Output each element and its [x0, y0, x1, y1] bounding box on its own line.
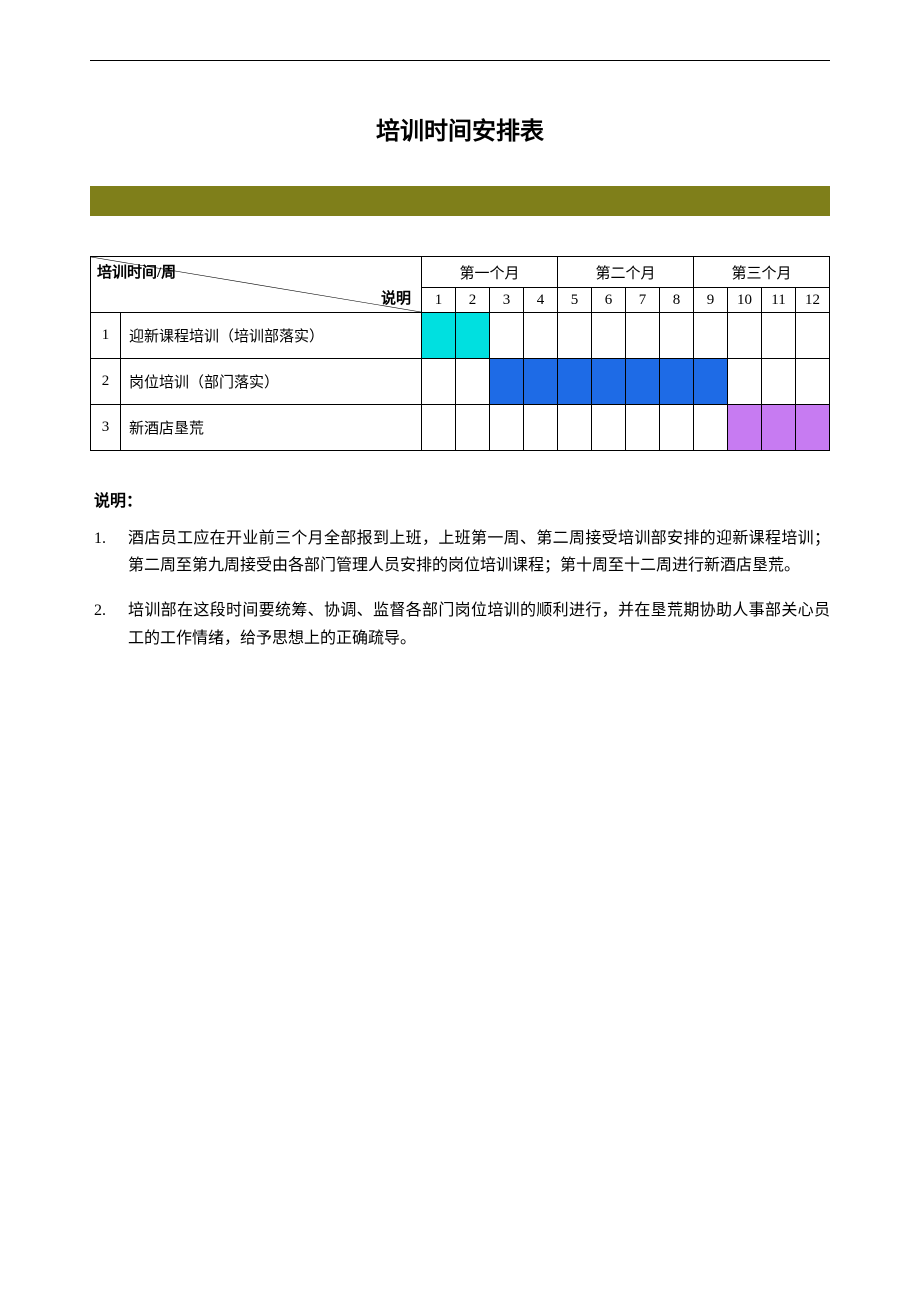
- gantt-cell: [422, 359, 456, 405]
- gantt-cell: [422, 313, 456, 359]
- gantt-cell: [592, 405, 626, 451]
- table-row: 2岗位培训（部门落实）: [91, 359, 830, 405]
- week-header: 10: [728, 288, 762, 313]
- gantt-cell: [626, 405, 660, 451]
- note-number: 2.: [94, 597, 128, 651]
- gantt-cell: [796, 405, 830, 451]
- week-header: 7: [626, 288, 660, 313]
- notes-label: 说明：: [90, 487, 830, 511]
- row-index: 1: [91, 313, 121, 359]
- week-header: 11: [762, 288, 796, 313]
- gantt-cell: [592, 359, 626, 405]
- row-desc: 岗位培训（部门落实）: [121, 359, 422, 405]
- row-desc: 迎新课程培训（培训部落实）: [121, 313, 422, 359]
- gantt-cell: [490, 405, 524, 451]
- gantt-cell: [456, 405, 490, 451]
- gantt-cell: [524, 313, 558, 359]
- gantt-cell: [524, 359, 558, 405]
- gantt-cell: [592, 313, 626, 359]
- gantt-cell: [660, 405, 694, 451]
- notes-list: 1.酒店员工应在开业前三个月全部报到上班，上班第一周、第二周接受培训部安排的迎新…: [90, 525, 830, 652]
- month-header: 第三个月: [694, 257, 830, 288]
- corner-header: 培训时间/周 说明: [91, 257, 422, 313]
- note-text: 酒店员工应在开业前三个月全部报到上班，上班第一周、第二周接受培训部安排的迎新课程…: [128, 525, 830, 579]
- gantt-cell: [762, 359, 796, 405]
- gantt-cell: [626, 313, 660, 359]
- gantt-cell: [456, 313, 490, 359]
- gantt-cell: [796, 313, 830, 359]
- page-title: 培训时间安排表: [90, 111, 830, 146]
- gantt-cell: [694, 313, 728, 359]
- table-row: 1迎新课程培训（培训部落实）: [91, 313, 830, 359]
- list-item: 2.培训部在这段时间要统筹、协调、监督各部门岗位培训的顺利进行，并在垦荒期协助人…: [94, 597, 830, 651]
- gantt-cell: [490, 359, 524, 405]
- gantt-cell: [796, 359, 830, 405]
- note-number: 1.: [94, 525, 128, 579]
- week-header: 12: [796, 288, 830, 313]
- gantt-cell: [762, 405, 796, 451]
- gantt-cell: [422, 405, 456, 451]
- schedule-table: 培训时间/周 说明 第一个月 第二个月 第三个月 123456789101112…: [90, 256, 830, 451]
- week-header: 9: [694, 288, 728, 313]
- corner-top-label: 培训时间/周: [97, 261, 176, 282]
- gantt-cell: [728, 313, 762, 359]
- gantt-cell: [524, 405, 558, 451]
- gantt-cell: [626, 359, 660, 405]
- list-item: 1.酒店员工应在开业前三个月全部报到上班，上班第一周、第二周接受培训部安排的迎新…: [94, 525, 830, 579]
- month-header: 第一个月: [422, 257, 558, 288]
- table-row: 3新酒店垦荒: [91, 405, 830, 451]
- olive-bar: [90, 186, 830, 216]
- row-index: 3: [91, 405, 121, 451]
- week-header: 2: [456, 288, 490, 313]
- gantt-cell: [558, 405, 592, 451]
- week-header: 5: [558, 288, 592, 313]
- gantt-cell: [558, 359, 592, 405]
- week-header: 8: [660, 288, 694, 313]
- week-header: 6: [592, 288, 626, 313]
- note-text: 培训部在这段时间要统筹、协调、监督各部门岗位培训的顺利进行，并在垦荒期协助人事部…: [128, 597, 830, 651]
- week-header: 4: [524, 288, 558, 313]
- week-header: 3: [490, 288, 524, 313]
- gantt-cell: [456, 359, 490, 405]
- gantt-cell: [660, 313, 694, 359]
- gantt-cell: [694, 359, 728, 405]
- gantt-cell: [490, 313, 524, 359]
- top-rule: [90, 60, 830, 61]
- gantt-cell: [762, 313, 796, 359]
- month-header: 第二个月: [558, 257, 694, 288]
- row-desc: 新酒店垦荒: [121, 405, 422, 451]
- week-header: 1: [422, 288, 456, 313]
- gantt-cell: [558, 313, 592, 359]
- corner-bottom-label: 说明: [381, 287, 411, 308]
- gantt-cell: [728, 359, 762, 405]
- gantt-cell: [728, 405, 762, 451]
- gantt-cell: [694, 405, 728, 451]
- gantt-cell: [660, 359, 694, 405]
- row-index: 2: [91, 359, 121, 405]
